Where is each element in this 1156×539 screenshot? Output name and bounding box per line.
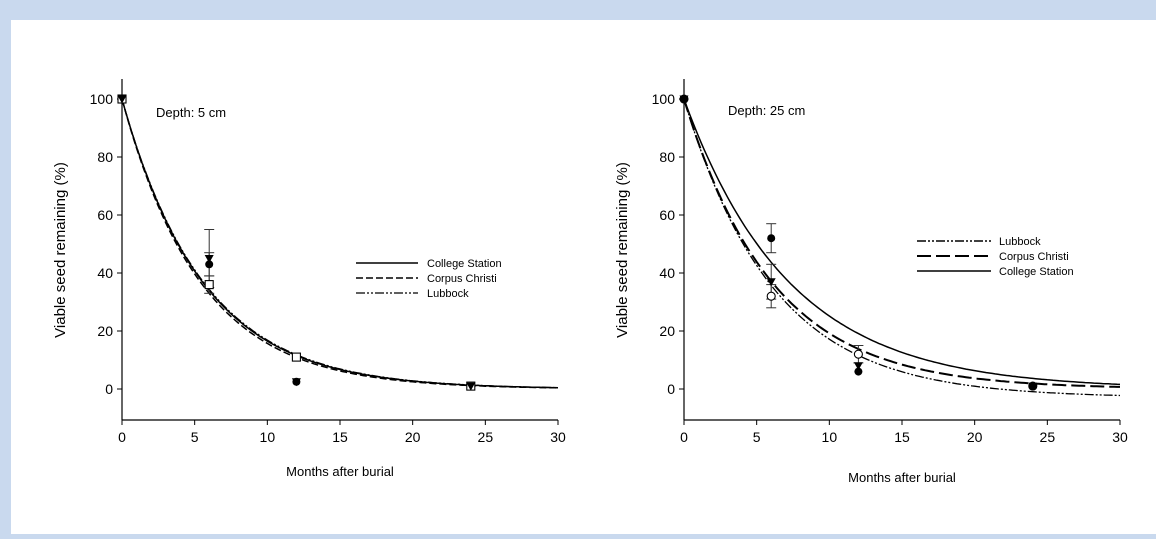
curve-corpus-christi xyxy=(683,98,1120,388)
figure-panel: 0 5 10 15 20 25 30 0 20 40 60 80 100 Months after bu… xyxy=(11,20,1156,534)
x-tick-label: 30 xyxy=(1112,429,1128,445)
depth-annotation: Depth: 25 cm xyxy=(728,103,805,118)
point-lubbock xyxy=(853,362,863,371)
y-tick-label: 100 xyxy=(90,91,114,107)
y-tick-label: 60 xyxy=(97,207,113,223)
y-tick-label: 80 xyxy=(659,149,675,165)
y-tick-label: 20 xyxy=(659,323,675,339)
y-tick-label: 40 xyxy=(659,265,675,281)
y-tick-label: 0 xyxy=(667,381,675,397)
point-lubbock xyxy=(766,278,776,287)
point-lubbock xyxy=(291,378,301,387)
point-corpus-christi xyxy=(853,349,863,359)
y-tick-label: 60 xyxy=(659,207,675,223)
y-tick-label: 20 xyxy=(97,323,113,339)
legend-label-corpus-christi: Corpus Christi xyxy=(427,273,497,285)
point-lubbock xyxy=(204,255,214,263)
fitted-curves xyxy=(121,98,559,389)
tick-group: 0 5 10 15 20 25 30 0 20 40 60 80 100 xyxy=(652,91,1128,445)
y-tick-label: 100 xyxy=(652,91,676,107)
curve-lubbock xyxy=(683,98,1121,397)
y-tick-label: 40 xyxy=(97,265,113,281)
y-tick-label: 0 xyxy=(105,381,113,397)
tick-group: 0 5 10 15 20 25 30 0 20 40 60 80 100 xyxy=(90,91,566,445)
legend-label-corpus-christi: Corpus Christi xyxy=(999,251,1069,263)
y-axis-label: Viable seed remaining (%) xyxy=(52,162,69,338)
chart-depth-5cm: 0 5 10 15 20 25 30 0 20 40 60 80 100 Months after bu… xyxy=(52,79,566,479)
point-lubbock xyxy=(117,95,127,104)
x-tick-label: 0 xyxy=(118,429,126,445)
x-tick-label: 0 xyxy=(680,429,688,445)
x-tick-label: 5 xyxy=(191,429,199,445)
legend-label-lubbock: Lubbock xyxy=(427,288,469,300)
point-corpus-christi xyxy=(204,280,214,290)
x-tick-label: 20 xyxy=(967,429,983,445)
x-tick-label: 25 xyxy=(478,429,494,445)
x-axis-label: Months after burial xyxy=(848,470,956,485)
point-lubbock xyxy=(466,382,476,391)
point-college-station xyxy=(205,260,214,269)
point-college-station xyxy=(1028,382,1037,391)
legend-label-lubbock: Lubbock xyxy=(999,236,1041,248)
x-tick-label: 25 xyxy=(1040,429,1056,445)
legend-label-college-station: College Station xyxy=(427,258,502,270)
x-tick-label: 10 xyxy=(822,429,838,445)
legend-label-college-station: College Station xyxy=(999,266,1074,278)
y-tick-label: 80 xyxy=(97,149,113,165)
curve-corpus-christi xyxy=(121,98,559,389)
fitted-curves xyxy=(683,98,1121,397)
x-tick-label: 30 xyxy=(550,429,566,445)
chart-depth-25cm: 0 5 10 15 20 25 30 0 20 40 60 80 100 Months after bu… xyxy=(614,79,1128,485)
x-tick-label: 15 xyxy=(332,429,348,445)
legend: College Station Corpus Christi Lubbock xyxy=(356,258,502,300)
legend: Lubbock Corpus Christi College Station xyxy=(917,236,1074,278)
y-axis-label: Viable seed remaining (%) xyxy=(614,162,631,338)
x-axis-label: Months after burial xyxy=(286,464,394,479)
curve-lubbock xyxy=(121,98,558,389)
x-tick-label: 5 xyxy=(753,429,761,445)
x-tick-label: 15 xyxy=(894,429,910,445)
data-markers xyxy=(679,94,1038,391)
point-college-station xyxy=(680,95,688,103)
curve-college-station xyxy=(121,98,559,389)
data-markers xyxy=(117,94,476,391)
x-tick-label: 10 xyxy=(260,429,276,445)
depth-annotation: Depth: 5 cm xyxy=(156,105,226,120)
point-college-station xyxy=(854,367,863,376)
point-corpus-christi xyxy=(291,352,301,362)
x-tick-label: 20 xyxy=(405,429,421,445)
point-college-station xyxy=(767,234,776,243)
curve-college-station xyxy=(683,98,1121,386)
point-corpus-christi xyxy=(766,291,776,301)
